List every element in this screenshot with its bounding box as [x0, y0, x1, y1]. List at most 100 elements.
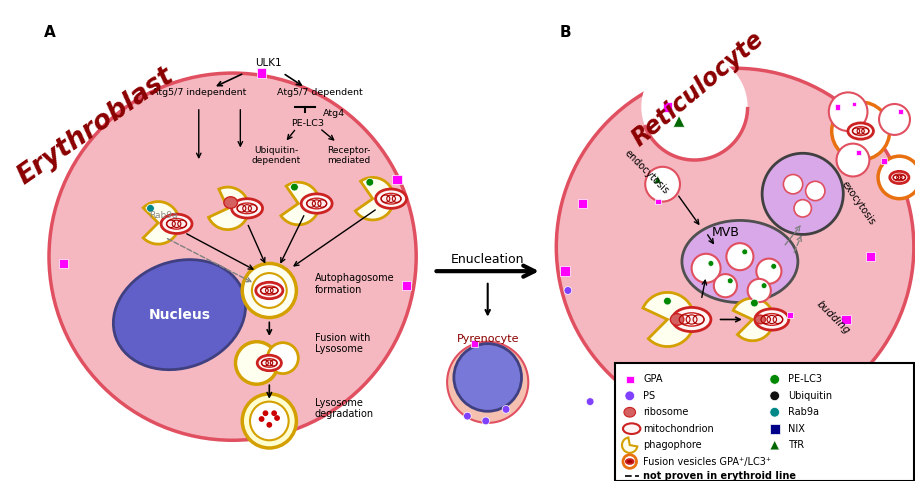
- Ellipse shape: [761, 314, 783, 325]
- Ellipse shape: [881, 377, 902, 391]
- Text: Ubiquitin-
dependent: Ubiquitin- dependent: [252, 146, 300, 165]
- Bar: [392, 174, 402, 184]
- Text: exocytosis: exocytosis: [839, 180, 877, 228]
- Ellipse shape: [755, 315, 766, 324]
- Ellipse shape: [381, 193, 401, 204]
- Wedge shape: [643, 293, 694, 347]
- Circle shape: [641, 54, 747, 160]
- Circle shape: [879, 104, 910, 135]
- Circle shape: [714, 274, 737, 297]
- Text: ribosome: ribosome: [643, 407, 689, 417]
- Text: endocytosis: endocytosis: [622, 147, 671, 196]
- Text: Atg4: Atg4: [322, 109, 344, 118]
- Text: Enucleation: Enucleation: [451, 253, 525, 266]
- Text: GPA: GPA: [643, 375, 663, 384]
- Text: A: A: [44, 25, 56, 40]
- Wedge shape: [355, 177, 394, 220]
- Circle shape: [726, 243, 754, 270]
- Ellipse shape: [237, 203, 257, 214]
- Circle shape: [750, 299, 758, 307]
- Polygon shape: [654, 175, 661, 183]
- Circle shape: [556, 68, 914, 426]
- Text: TfR: TfR: [789, 440, 804, 450]
- Circle shape: [762, 153, 844, 234]
- Circle shape: [586, 398, 594, 405]
- Bar: [59, 259, 69, 268]
- Circle shape: [564, 287, 572, 295]
- Ellipse shape: [755, 309, 789, 330]
- Circle shape: [836, 144, 869, 176]
- Circle shape: [761, 283, 767, 289]
- Text: NIX: NIX: [789, 424, 805, 434]
- Ellipse shape: [893, 174, 906, 181]
- Ellipse shape: [858, 375, 911, 409]
- Wedge shape: [622, 438, 638, 453]
- Ellipse shape: [853, 127, 869, 135]
- Text: PE-LC3: PE-LC3: [789, 375, 823, 384]
- Text: phagophore: phagophore: [643, 440, 702, 450]
- Circle shape: [902, 378, 910, 386]
- Circle shape: [645, 167, 680, 201]
- Circle shape: [454, 344, 521, 411]
- Text: PS: PS: [643, 391, 655, 401]
- Circle shape: [274, 415, 280, 421]
- Circle shape: [663, 297, 671, 305]
- Ellipse shape: [848, 123, 874, 139]
- Circle shape: [829, 93, 867, 131]
- Circle shape: [49, 73, 416, 440]
- Text: Atg5/7 dependent: Atg5/7 dependent: [277, 88, 363, 97]
- Text: ULK1: ULK1: [255, 58, 281, 68]
- Circle shape: [747, 279, 771, 302]
- Bar: [787, 312, 793, 318]
- Bar: [863, 397, 868, 402]
- Text: mitochondrion: mitochondrion: [643, 424, 714, 434]
- Text: Erythroblast: Erythroblast: [12, 63, 179, 190]
- Ellipse shape: [307, 198, 327, 209]
- Bar: [866, 252, 875, 262]
- Circle shape: [794, 200, 812, 217]
- Polygon shape: [673, 116, 685, 127]
- Circle shape: [482, 417, 490, 425]
- Ellipse shape: [671, 314, 684, 325]
- Bar: [578, 199, 587, 208]
- Text: Atg5/7 independent: Atg5/7 independent: [151, 88, 246, 97]
- Circle shape: [727, 278, 733, 284]
- Ellipse shape: [114, 260, 245, 370]
- Ellipse shape: [261, 359, 278, 367]
- Circle shape: [805, 181, 825, 201]
- Text: Reticulocyte: Reticulocyte: [627, 27, 769, 150]
- Circle shape: [242, 394, 297, 448]
- Circle shape: [290, 183, 299, 191]
- Circle shape: [147, 204, 154, 212]
- Text: not proven in erythroid line: not proven in erythroid line: [643, 471, 796, 481]
- Circle shape: [832, 102, 889, 160]
- Bar: [256, 68, 267, 78]
- Ellipse shape: [161, 214, 192, 233]
- Circle shape: [769, 375, 780, 384]
- Circle shape: [366, 178, 374, 186]
- Circle shape: [250, 402, 289, 440]
- Circle shape: [692, 254, 721, 283]
- Wedge shape: [143, 201, 180, 244]
- Circle shape: [252, 273, 287, 308]
- Text: Autophagosome
formation: Autophagosome formation: [315, 273, 395, 295]
- Wedge shape: [209, 187, 249, 229]
- Circle shape: [271, 410, 277, 416]
- Ellipse shape: [224, 197, 237, 208]
- Text: Fusion with
Lysosome: Fusion with Lysosome: [315, 333, 370, 354]
- Text: Fusion vesicles GPA⁺/LC3⁺: Fusion vesicles GPA⁺/LC3⁺: [643, 456, 771, 467]
- Circle shape: [783, 174, 802, 194]
- Ellipse shape: [889, 171, 909, 184]
- Ellipse shape: [257, 355, 281, 371]
- Bar: [662, 102, 672, 112]
- Ellipse shape: [679, 313, 704, 326]
- Text: budding: budding: [814, 299, 852, 336]
- Text: PE-LC3: PE-LC3: [291, 119, 324, 128]
- Bar: [834, 104, 840, 110]
- Circle shape: [447, 342, 529, 423]
- Circle shape: [769, 391, 780, 401]
- Circle shape: [769, 407, 780, 417]
- Bar: [856, 150, 861, 155]
- Circle shape: [242, 264, 297, 318]
- Circle shape: [625, 391, 635, 401]
